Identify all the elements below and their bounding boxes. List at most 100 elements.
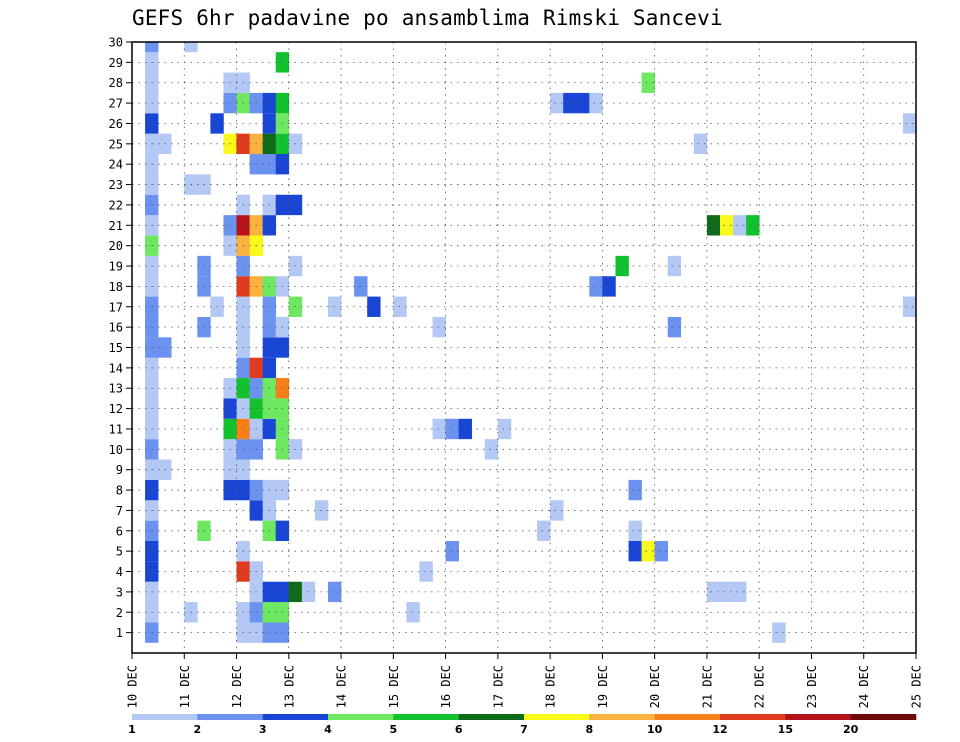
y-tick-label: 29 [109, 56, 123, 70]
x-axis: 10 DEC 11 DEC 12 DEC 13 DEC 14 DEC 15 DEC 16 D… [126, 653, 924, 708]
x-tick-label: 22 DEC [753, 665, 767, 708]
heatmap-cell [550, 500, 564, 521]
y-tick-label: 24 [109, 158, 123, 172]
x-tick-label: 15 DEC [387, 665, 401, 708]
y-tick-label: 8 [116, 484, 123, 498]
x-tick-label: 25 DEC [910, 665, 924, 708]
y-tick-label: 3 [116, 585, 123, 599]
x-tick-label: 17 DEC [491, 665, 505, 708]
colorbar-label: 6 [455, 723, 463, 736]
colorbar-swatch [458, 714, 525, 720]
heatmap-cell [432, 316, 446, 338]
colorbar-label: 20 [843, 723, 859, 736]
y-tick-label: 14 [109, 361, 123, 375]
colorbar-swatch [785, 714, 851, 720]
y-tick-label: 28 [109, 76, 123, 90]
heatmap-cell [484, 439, 499, 460]
y-tick-label: 10 [109, 443, 123, 457]
colorbar-swatch [654, 714, 721, 720]
heatmap-cell [706, 581, 721, 603]
colorbar-label: 2 [194, 723, 202, 736]
x-tick-label: 14 DEC [335, 665, 349, 708]
heatmap-cell [589, 276, 603, 297]
heatmap-cell [667, 255, 682, 277]
y-tick-label: 23 [109, 178, 123, 192]
y-tick-label: 17 [109, 300, 123, 314]
grid-lines [132, 42, 916, 653]
heatmap-cell [720, 215, 734, 236]
y-tick-label: 20 [109, 239, 123, 253]
heatmap-cell [641, 540, 655, 562]
colorbar-label: 12 [712, 723, 727, 736]
heatmap-cell [628, 479, 642, 501]
colorbar-swatch [524, 714, 590, 720]
colorbar-label: 8 [586, 723, 594, 736]
x-tick-label: 10 DEC [126, 665, 140, 708]
colorbar-label: 5 [390, 723, 398, 736]
x-tick-label: 21 DEC [700, 665, 714, 708]
colorbar-swatch [393, 714, 459, 720]
y-tick-label: 13 [109, 382, 123, 396]
heatmap-cell [772, 622, 786, 643]
heatmap-cells [145, 42, 917, 643]
heatmap-cell [706, 215, 721, 236]
chart-title: GEFS 6hr padavine po ansamblima Rimski S… [132, 6, 723, 30]
y-tick-label: 5 [116, 545, 123, 559]
y-tick-label: 2 [116, 606, 123, 620]
y-tick-label: 18 [109, 280, 123, 294]
colorbar-swatch [720, 714, 786, 720]
y-tick-label: 27 [109, 97, 123, 111]
x-tick-label: 16 DEC [439, 665, 453, 708]
y-tick-label: 12 [109, 402, 123, 416]
heatmap-cell [628, 520, 642, 541]
heatmap-cell [667, 316, 682, 338]
colorbar-swatch [328, 714, 394, 720]
x-tick-label: 11 DEC [178, 665, 192, 708]
x-tick-label: 20 DEC [648, 665, 662, 708]
heatmap-cell [720, 581, 734, 603]
x-tick-label: 18 DEC [544, 665, 558, 708]
y-axis: 1234567891011121314151617181920212223242… [109, 36, 132, 640]
heatmap-cell [654, 540, 669, 562]
heatmap-cell [445, 418, 459, 440]
heatmap-cell [615, 255, 629, 277]
heatmap-cell [563, 92, 577, 114]
x-tick-label: 13 DEC [282, 665, 296, 708]
colorbar: 1 2 3 4 5 6 7 8 10 12 15 20 [128, 714, 917, 736]
heatmap-cell [432, 418, 446, 440]
colorbar-swatch [850, 714, 917, 720]
y-tick-label: 19 [109, 260, 123, 274]
heatmap-cell [393, 296, 407, 317]
x-tick-label: 23 DEC [805, 665, 819, 708]
y-tick-label: 21 [109, 219, 123, 233]
y-tick-label: 1 [116, 626, 123, 640]
x-tick-label: 19 DEC [596, 665, 610, 708]
y-tick-label: 25 [109, 137, 123, 151]
heatmap-cell [406, 602, 420, 623]
colorbar-label: 15 [778, 723, 793, 736]
heatmap-cell [445, 540, 459, 562]
colorbar-swatch [197, 714, 263, 720]
heatmap-cell [497, 418, 512, 440]
y-tick-label: 22 [109, 198, 123, 212]
colorbar-swatch [262, 714, 329, 720]
y-tick-label: 26 [109, 117, 123, 131]
y-tick-label: 11 [109, 422, 123, 436]
heatmap-cell [902, 113, 917, 134]
heatmap-cell [145, 42, 159, 53]
heatmap-cell [641, 72, 655, 93]
y-tick-label: 16 [109, 321, 123, 335]
x-tick-label: 12 DEC [230, 665, 244, 708]
y-tick-label: 4 [116, 565, 123, 579]
heatmap-cell [458, 418, 473, 440]
colorbar-label: 1 [128, 723, 136, 736]
heatmap-cell [733, 215, 747, 236]
heatmap-cell [184, 42, 198, 53]
heatmap-cell [902, 296, 917, 317]
y-tick-label: 7 [116, 504, 123, 518]
heatmap-cell [589, 92, 603, 114]
y-tick-label: 9 [116, 463, 123, 477]
colorbar-label: 10 [647, 723, 663, 736]
heatmap-cell [628, 540, 642, 562]
